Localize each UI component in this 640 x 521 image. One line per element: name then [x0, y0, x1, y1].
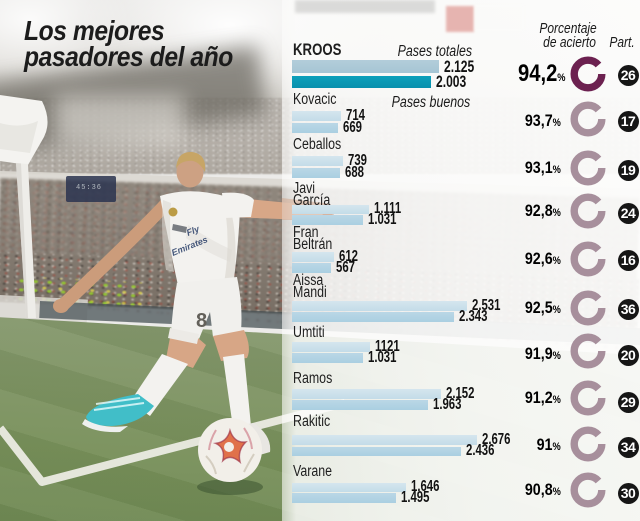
svg-text:Fly: Fly [185, 223, 202, 238]
svg-text:8: 8 [196, 310, 207, 332]
